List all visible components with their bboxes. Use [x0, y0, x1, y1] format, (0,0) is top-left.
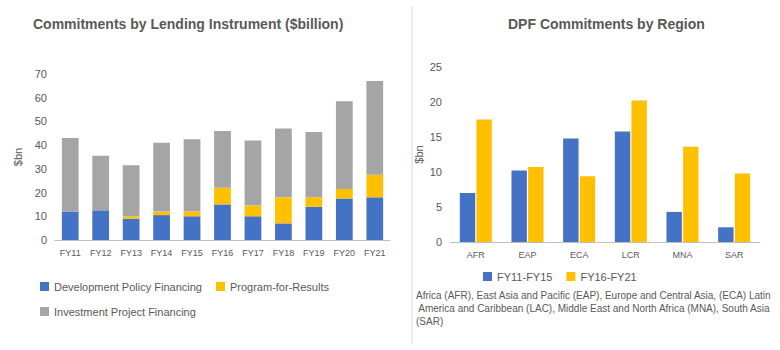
- svg-text:5: 5: [436, 201, 442, 213]
- svg-text:FY21: FY21: [364, 248, 386, 258]
- svg-text:10: 10: [35, 210, 47, 222]
- svg-text:70: 70: [35, 68, 47, 80]
- svg-text:FY11: FY11: [60, 248, 81, 258]
- svg-text:FY15: FY15: [181, 248, 203, 258]
- svg-text:America and Caribbean (LAC), M: America and Caribbean (LAC), Middle East…: [416, 303, 772, 314]
- svg-text:30: 30: [35, 163, 47, 175]
- svg-text:20: 20: [430, 96, 442, 108]
- svg-text:ECA: ECA: [570, 250, 589, 260]
- svg-text:FY20: FY20: [334, 248, 356, 258]
- svg-text:Investment Project Financing: Investment Project Financing: [54, 306, 196, 318]
- svg-text:50: 50: [35, 115, 47, 127]
- svg-text:FY14: FY14: [151, 248, 173, 258]
- svg-text:FY18: FY18: [273, 248, 295, 258]
- svg-text:15: 15: [430, 131, 442, 143]
- svg-text:SAR: SAR: [725, 250, 744, 260]
- svg-text:60: 60: [35, 92, 47, 104]
- svg-text:FY11-FY15: FY11-FY15: [497, 271, 552, 283]
- svg-text:EAP: EAP: [518, 250, 536, 260]
- svg-text:AFR: AFR: [467, 250, 486, 260]
- svg-text:40: 40: [35, 139, 47, 151]
- svg-text:(SAR): (SAR): [416, 316, 443, 327]
- svg-text:Program-for-Results: Program-for-Results: [230, 281, 330, 293]
- svg-text:MNA: MNA: [673, 250, 693, 260]
- svg-text:0: 0: [41, 234, 47, 246]
- svg-text:0: 0: [436, 236, 442, 248]
- svg-text:25: 25: [430, 61, 442, 73]
- svg-text:Development Policy Financing: Development Policy Financing: [54, 281, 202, 293]
- svg-text:10: 10: [430, 166, 442, 178]
- svg-text:LCR: LCR: [622, 250, 641, 260]
- svg-text:20: 20: [35, 187, 47, 199]
- svg-text:DPF Commitments by Region: DPF Commitments by Region: [508, 16, 705, 32]
- svg-text:FY16: FY16: [212, 248, 234, 258]
- svg-text:Africa (AFR), East Asia and Pa: Africa (AFR), East Asia and Pacific (EAP…: [416, 290, 771, 301]
- svg-text:FY12: FY12: [90, 248, 112, 258]
- svg-text:Commitments by Lending Instrum: Commitments by Lending Instrument ($bill…: [33, 16, 343, 32]
- svg-text:FY16-FY21: FY16-FY21: [580, 271, 636, 283]
- svg-text:FY19: FY19: [303, 248, 325, 258]
- svg-text:$bn: $bn: [12, 148, 24, 166]
- svg-text:FY17: FY17: [242, 248, 264, 258]
- svg-text:$bn: $bn: [413, 145, 425, 163]
- svg-text:FY13: FY13: [120, 248, 142, 258]
